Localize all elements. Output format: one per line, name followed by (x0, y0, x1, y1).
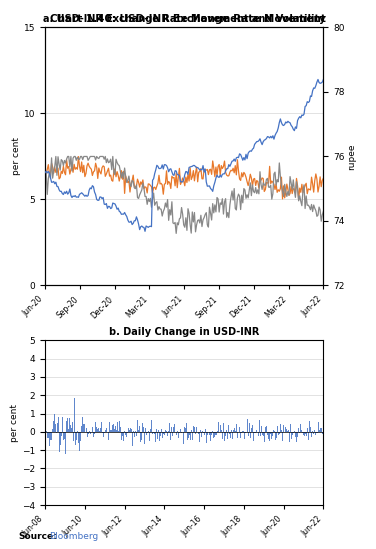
Text: Source:: Source: (19, 532, 58, 541)
Text: Bloomberg: Bloomberg (49, 532, 98, 541)
Legend: 3M ATM Implied Volatility, 3M Historical Volatility, USD-INR Spot Rate: 3M ATM Implied Volatility, 3M Historical… (49, 359, 253, 380)
Title: a. USD-INR Exchange Rate Movement and Volatility: a. USD-INR Exchange Rate Movement and Vo… (43, 14, 326, 24)
Y-axis label: rupee: rupee (347, 143, 356, 170)
Text: Chart 1.40: USD-INR Exchange Rate Movement: Chart 1.40: USD-INR Exchange Rate Moveme… (50, 14, 326, 24)
Y-axis label: per cent: per cent (12, 137, 21, 176)
Title: b. Daily Change in USD-INR: b. Daily Change in USD-INR (109, 327, 259, 337)
Y-axis label: per cent: per cent (11, 404, 20, 442)
